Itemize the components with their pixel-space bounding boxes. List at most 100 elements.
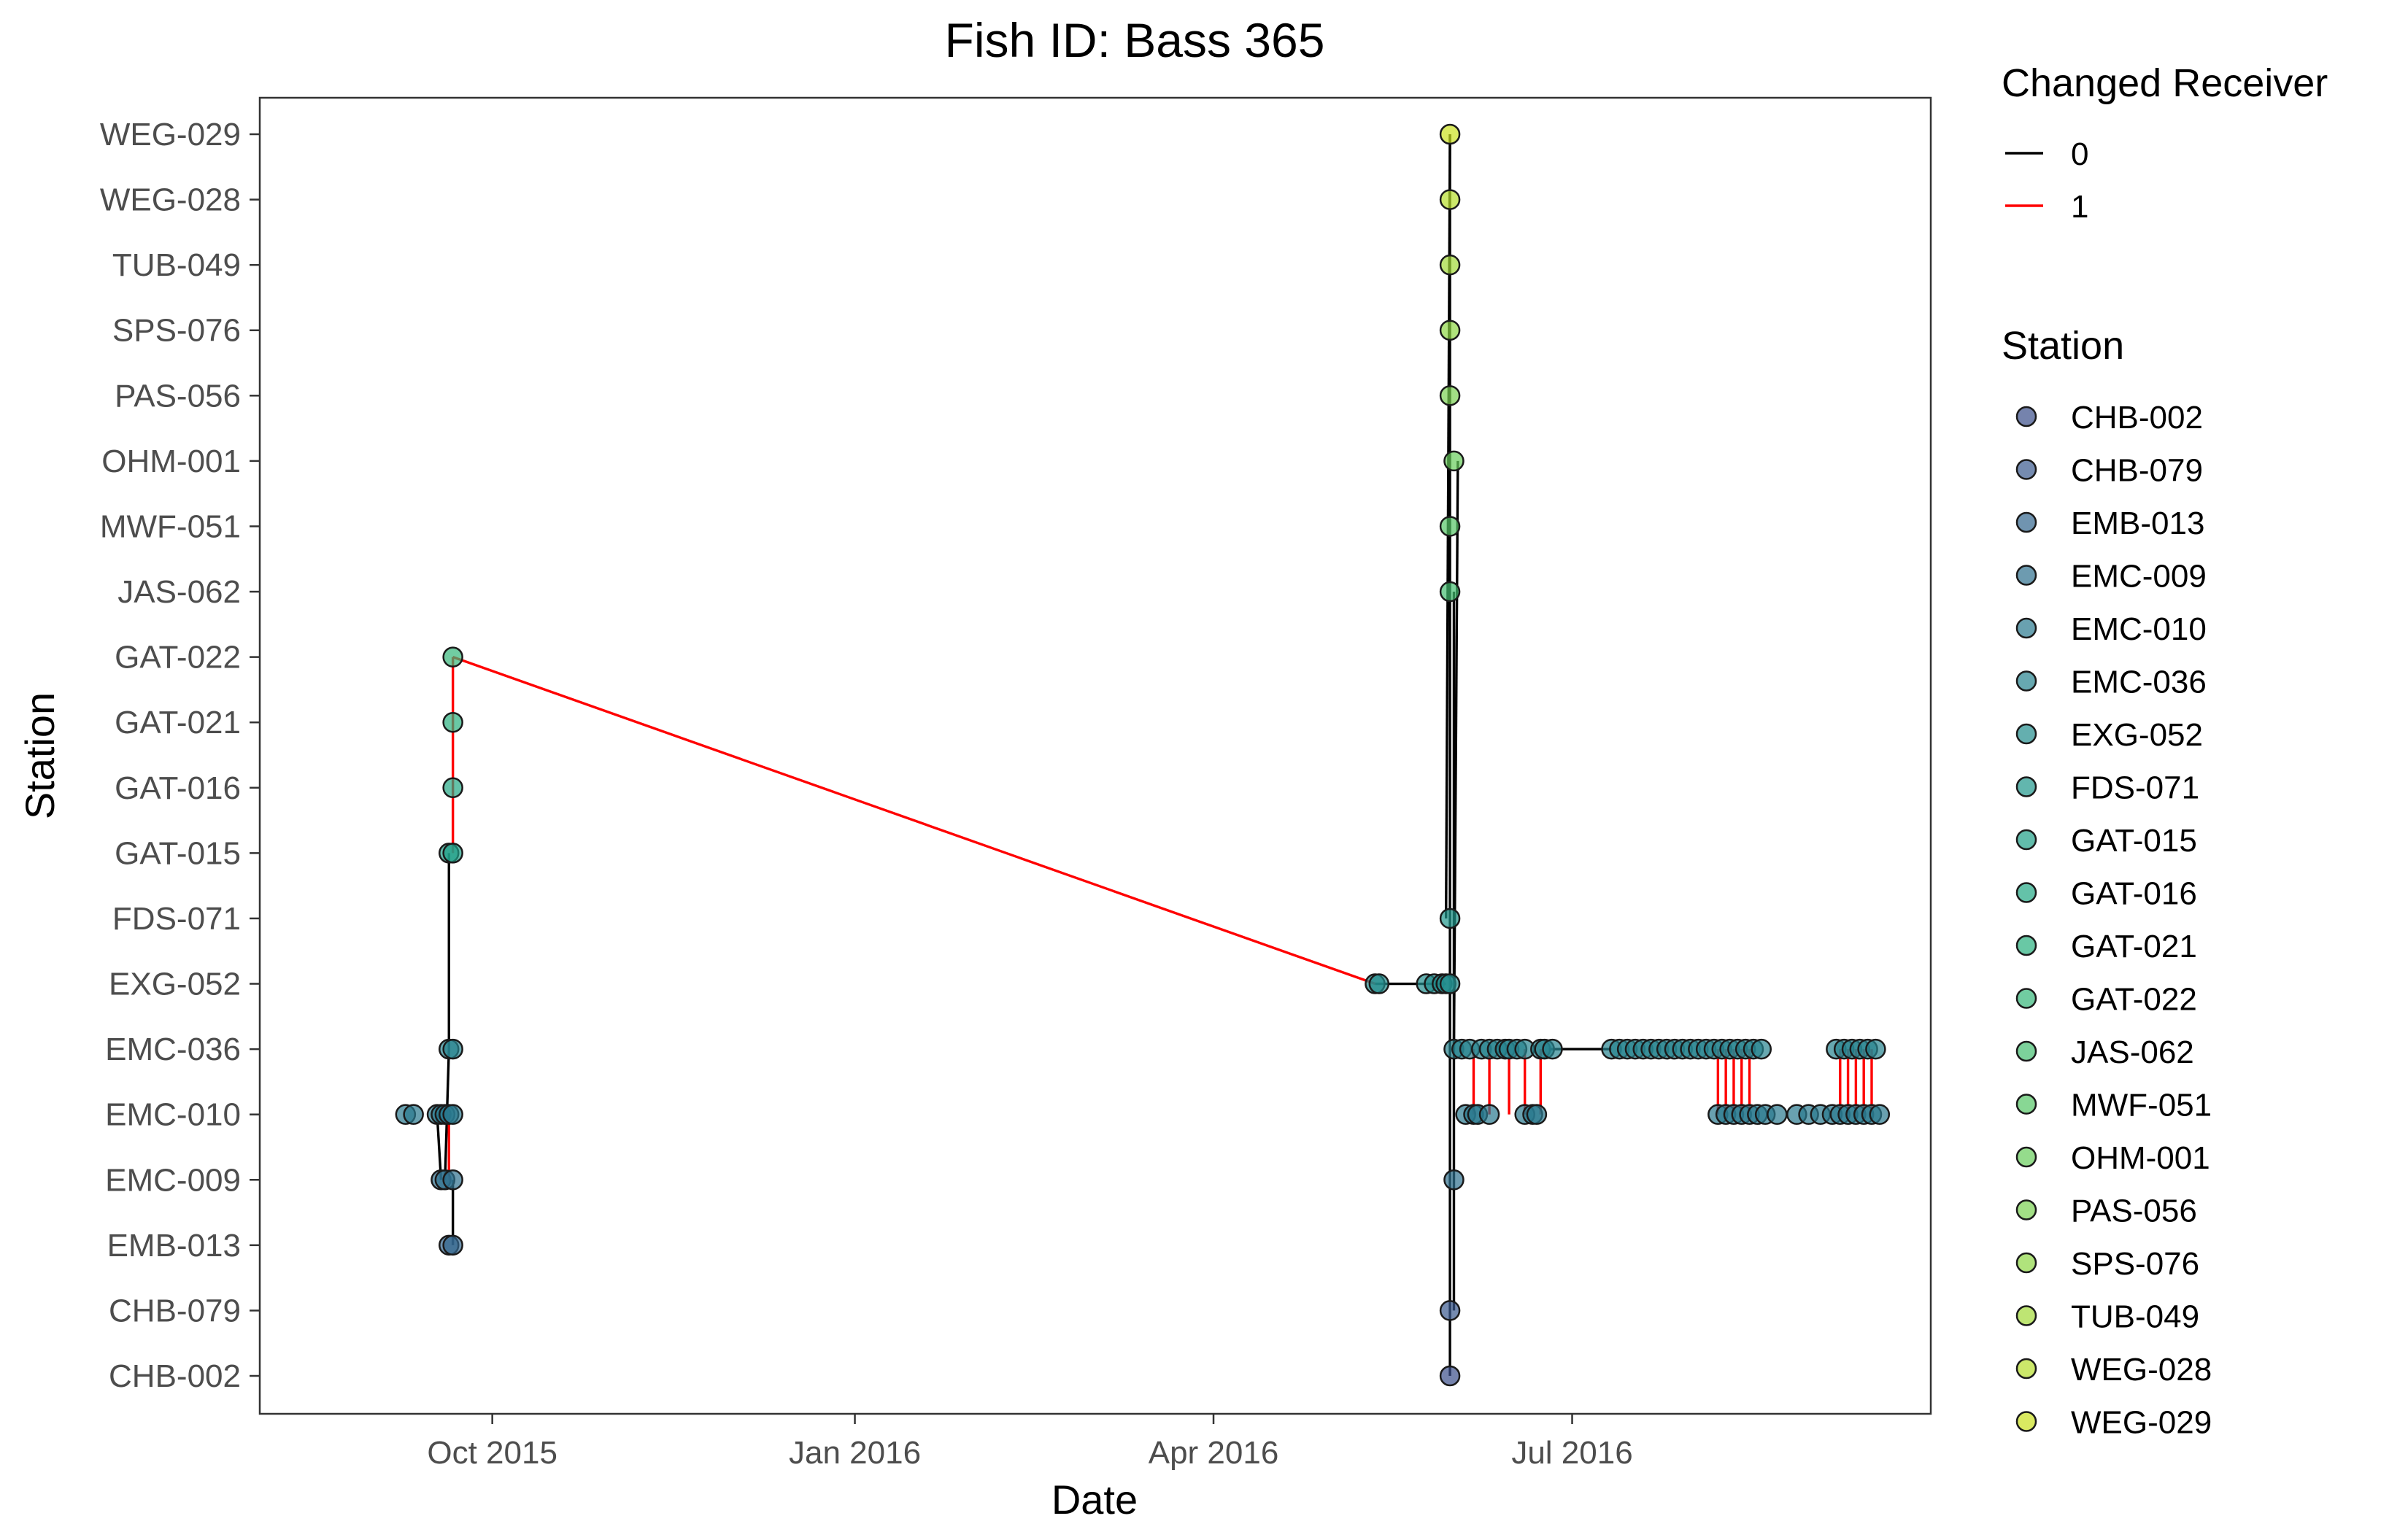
legend-station-label: GAT-021 [2071, 929, 2197, 964]
data-point [1751, 1038, 1772, 1060]
legend-station-entries: CHB-002 CHB-079 EMB-013 EMC-009 EMC-010 EMC-0… [2015, 400, 2212, 1441]
y-tick-label: GAT-016 [115, 770, 241, 806]
data-point [442, 646, 463, 668]
legend-station-label: GAT-015 [2071, 823, 2197, 859]
legend-label-1: 1 [2071, 189, 2088, 225]
y-tick-label: WEG-028 [100, 182, 241, 218]
legend-label-0: 0 [2071, 136, 2088, 172]
y-tick-label: EXG-052 [109, 967, 241, 1002]
x-tick-label: Jul 2016 [1511, 1435, 1632, 1471]
legend-station-label: GAT-022 [2071, 982, 2197, 1018]
legend-station-label: EMC-009 [2071, 559, 2207, 595]
legend-station-label: PAS-056 [2071, 1194, 2197, 1229]
legend-station-label: CHB-002 [2071, 400, 2203, 436]
x-tick-label: Oct 2015 [427, 1435, 557, 1471]
legend-marker [2015, 776, 2037, 797]
data-point [1439, 254, 1461, 276]
legend-station-label: EMC-010 [2071, 611, 2207, 647]
data-point [1478, 1104, 1500, 1125]
data-point [1865, 1038, 1886, 1060]
legend-station-label: EMB-013 [2071, 506, 2204, 541]
y-axis: CHB-002 CHB-079 EMB-013 EMC-009 EMC-010 EMC-0… [100, 117, 260, 1394]
data-point [403, 1104, 424, 1125]
y-tick-label: GAT-022 [115, 640, 241, 676]
legend-station-label: EMC-036 [2071, 665, 2207, 700]
y-tick-label: JAS-062 [117, 574, 241, 610]
legend-marker [2015, 565, 2037, 586]
y-tick-label: EMC-036 [105, 1032, 241, 1067]
y-tick-label: PAS-056 [115, 378, 241, 414]
y-tick-label: CHB-079 [109, 1293, 241, 1328]
y-tick-label: GAT-021 [115, 705, 241, 740]
segment-same [436, 1114, 443, 1180]
legend-marker [2015, 1199, 2037, 1220]
legend-station-label: WEG-029 [2071, 1405, 2212, 1441]
legend-station-label: FDS-071 [2071, 770, 2199, 806]
legend: Changed Receiver 01 Station CHB-002CHB-0… [2002, 61, 2328, 1441]
y-tick-label: WEG-029 [100, 117, 241, 152]
legend-marker [2015, 670, 2037, 692]
x-tick-label: Apr 2016 [1149, 1435, 1279, 1471]
segment-same [1452, 460, 1459, 1050]
y-tick-label: EMC-010 [105, 1097, 241, 1133]
legend-station-label: JAS-062 [2071, 1034, 2194, 1070]
y-tick-label: TUB-049 [112, 247, 241, 283]
legend-marker [2015, 459, 2037, 480]
legend-marker [2015, 1094, 2037, 1115]
y-tick-label: OHM-001 [101, 444, 241, 479]
data-point [1542, 1038, 1563, 1060]
data-point [442, 1169, 463, 1191]
data-point [1439, 908, 1461, 929]
legend-station-label: OHM-001 [2071, 1140, 2210, 1176]
data-point [1443, 1169, 1465, 1191]
legend-marker [2015, 723, 2037, 745]
legend-marker [2015, 935, 2037, 956]
legend-marker [2015, 1252, 2037, 1274]
plot-panel [258, 96, 1932, 1415]
legend-marker [2015, 882, 2037, 903]
chart-title: Fish ID: Bass 365 [945, 13, 1325, 67]
data-point [1526, 1104, 1548, 1125]
legend-marker [2015, 406, 2037, 428]
data-point [442, 843, 463, 864]
data-point [1368, 973, 1390, 994]
legend-station-label: SPS-076 [2071, 1246, 2199, 1282]
data-point [1869, 1104, 1891, 1125]
data-point [1439, 1365, 1461, 1387]
data-point [1439, 516, 1461, 537]
plot-area [258, 96, 1932, 1415]
data-point [1439, 385, 1461, 406]
legend-station-label: MWF-051 [2071, 1088, 2212, 1123]
legend-station-label: CHB-079 [2071, 453, 2203, 489]
data-point [1443, 450, 1465, 472]
data-point [1439, 973, 1461, 994]
x-axis: Oct 2015 Jan 2016 Apr 2016 Jul 2016 [427, 1414, 1633, 1471]
data-point [1439, 581, 1461, 603]
y-tick-label: EMC-009 [105, 1162, 241, 1198]
data-point [442, 1234, 463, 1256]
legend-marker [2015, 1146, 2037, 1168]
y-tick-label: EMB-013 [107, 1228, 241, 1264]
legend-title-changed-receiver: Changed Receiver [2002, 61, 2328, 105]
legend-marker [2015, 1358, 2037, 1380]
legend-marker [2015, 829, 2037, 851]
legend-receiver-entries: 01 [2005, 136, 2088, 225]
legend-title-station: Station [2002, 324, 2124, 368]
legend-marker [2015, 988, 2037, 1009]
data-point [442, 1104, 463, 1125]
data-point [442, 777, 463, 799]
y-tick-label: SPS-076 [112, 313, 241, 349]
segments-layer [436, 134, 1873, 1376]
y-tick-label: MWF-051 [100, 508, 241, 544]
data-point [1767, 1104, 1788, 1125]
data-point [1439, 320, 1461, 341]
y-axis-title: Station [17, 692, 63, 819]
legend-station-label: WEG-028 [2071, 1352, 2212, 1388]
legend-station-label: GAT-016 [2071, 876, 2197, 912]
legend-marker [2015, 511, 2037, 533]
segment-changed [452, 656, 1376, 986]
y-tick-label: FDS-071 [112, 901, 241, 937]
points-layer [395, 123, 1891, 1387]
y-tick-label: GAT-015 [115, 835, 241, 871]
